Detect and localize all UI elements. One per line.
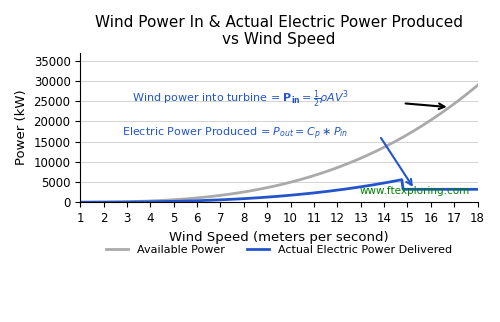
Y-axis label: Power (kW): Power (kW)	[15, 90, 28, 165]
Line: Available Power: Available Power	[80, 85, 477, 202]
Actual Electric Power Delivered	[78, 200, 84, 204]
Actual Electric Power Delivered	[320, 190, 326, 194]
Actual Electric Power Delivered	[312, 191, 318, 195]
Actual Electric Power Delivered	[399, 178, 405, 182]
Text: Wind power into turbine = $\mathbf{P_{in}}=\frac{1}{2}\rho AV^3$: Wind power into turbine = $\mathbf{P_{in…	[132, 89, 348, 110]
Available Power	[314, 173, 320, 176]
Legend: Available Power, Actual Electric Power Delivered: Available Power, Actual Electric Power D…	[102, 241, 456, 260]
Available Power	[78, 200, 84, 204]
Title: Wind Power In & Actual Electric Power Produced
vs Wind Speed: Wind Power In & Actual Electric Power Pr…	[95, 15, 463, 47]
Available Power	[438, 112, 444, 116]
Text: Electric Power Produced = $P_{out}=C_p\ast P_{in}$: Electric Power Produced = $P_{out}=C_p\a…	[122, 125, 348, 142]
Available Power	[312, 173, 318, 177]
Actual Electric Power Delivered	[314, 191, 320, 194]
Available Power	[412, 128, 418, 132]
Actual Electric Power Delivered	[78, 200, 84, 204]
Available Power	[474, 83, 480, 87]
Available Power	[78, 200, 84, 204]
X-axis label: Wind Speed (meters per second): Wind Speed (meters per second)	[169, 231, 388, 243]
Actual Electric Power Delivered	[474, 187, 480, 191]
Actual Electric Power Delivered	[438, 187, 444, 191]
Actual Electric Power Delivered	[414, 187, 420, 191]
Text: www.ftexploring.com: www.ftexploring.com	[360, 186, 470, 196]
Available Power	[320, 171, 326, 175]
Line: Actual Electric Power Delivered: Actual Electric Power Delivered	[80, 180, 477, 202]
